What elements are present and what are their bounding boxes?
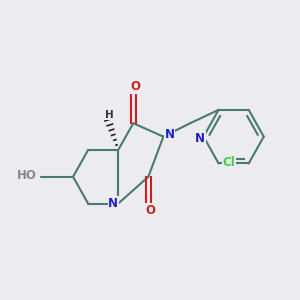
Text: O: O: [130, 80, 140, 93]
Text: O: O: [145, 204, 155, 217]
Text: N: N: [108, 197, 118, 210]
Text: HO: HO: [17, 169, 37, 182]
Text: N: N: [195, 132, 205, 145]
Text: H: H: [106, 110, 114, 120]
Text: N: N: [164, 128, 174, 141]
Text: Cl: Cl: [222, 156, 235, 169]
